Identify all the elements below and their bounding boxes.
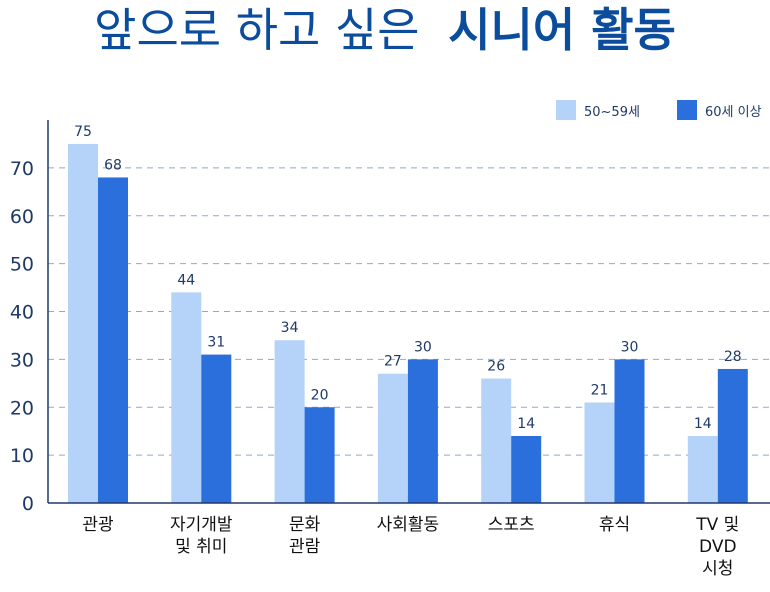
y-tick-label: 30	[10, 349, 34, 371]
legend-label: 60세 이상	[705, 105, 762, 120]
x-tick-label: 스포츠	[488, 515, 535, 535]
y-tick-label: 0	[22, 493, 34, 515]
legend-swatch	[556, 100, 576, 120]
bars	[68, 143, 748, 503]
bar	[511, 435, 542, 503]
y-tick-label: 40	[10, 302, 34, 324]
y-tick-label: 50	[10, 254, 34, 276]
legend-label: 50~59세	[584, 105, 640, 120]
bar	[304, 407, 335, 503]
x-tick-label: 관광	[82, 515, 113, 535]
x-tick-label-line: 문화	[289, 515, 321, 535]
bar	[274, 340, 305, 503]
chart-title: 앞으로 하고 싶은 시니어 활동	[94, 3, 676, 57]
bar	[68, 143, 98, 503]
bar	[377, 373, 408, 503]
x-tick-label-line: 사회활동	[377, 515, 440, 535]
data-label: 20	[311, 387, 329, 403]
legend-swatch	[677, 100, 697, 120]
data-label: 14	[517, 416, 535, 432]
y-tick-label: 20	[10, 397, 34, 419]
bar	[407, 359, 438, 503]
x-tick-label-line: TV 및	[695, 515, 739, 535]
x-tick-label-line: 및 취미	[175, 537, 227, 557]
chart-title-light: 앞으로 하고 싶은	[94, 3, 419, 57]
bar	[98, 177, 128, 503]
bar	[171, 292, 202, 503]
data-label: 31	[207, 335, 225, 351]
data-label: 30	[414, 339, 432, 355]
x-tick-label-line: DVD	[699, 537, 737, 557]
data-label: 26	[487, 359, 505, 375]
labels: 0 10 20 30 40 50 60 70 75 44 34 27 26 21 14 68 31 20 30 14 3…	[10, 124, 742, 579]
data-label: 34	[281, 320, 299, 336]
data-label: 75	[74, 124, 92, 140]
bar	[481, 378, 512, 503]
data-label: 14	[694, 416, 712, 432]
data-label: 28	[724, 349, 742, 365]
bar	[717, 368, 748, 503]
y-tick-label: 60	[10, 206, 34, 228]
data-label: 21	[591, 382, 609, 398]
x-tick-label: 휴식	[599, 515, 630, 535]
data-label: 30	[621, 339, 639, 355]
x-tick-label-line: 자기개발	[170, 515, 233, 535]
x-tick-label: 자기개발 및 취미	[170, 515, 233, 557]
data-label: 44	[177, 272, 195, 288]
bar	[687, 435, 718, 503]
x-tick-label-line: 관광	[82, 515, 113, 535]
bar	[614, 359, 645, 503]
chart-title-bold: 시니어 활동	[448, 3, 676, 57]
x-tick-label: 사회활동	[377, 515, 440, 535]
y-tick-label: 10	[10, 445, 34, 467]
legend: 50~59세 60세 이상	[556, 100, 762, 120]
x-tick-label-line: 휴식	[599, 515, 630, 535]
bar	[584, 402, 615, 503]
bar	[201, 354, 232, 503]
data-label: 27	[384, 354, 402, 370]
x-tick-label: 문화 관람	[289, 515, 321, 557]
x-tick-label-line: 관람	[289, 537, 321, 557]
x-tick-label-line: 시청	[702, 559, 733, 579]
axes	[47, 120, 770, 504]
data-label: 68	[104, 157, 122, 173]
y-tick-label: 70	[10, 158, 34, 180]
x-tick-label: TV 및 DVD 시청	[695, 515, 739, 579]
x-tick-label-line: 스포츠	[488, 515, 535, 535]
